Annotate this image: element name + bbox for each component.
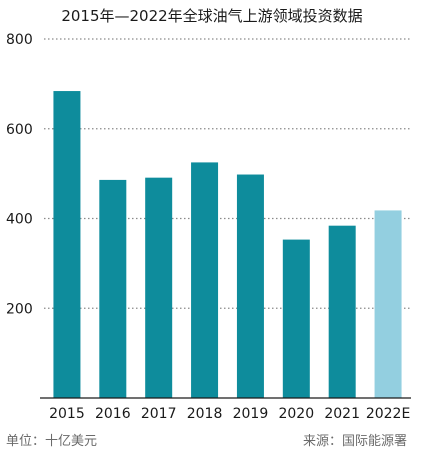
unit-label: 单位：十亿美元 xyxy=(6,434,98,449)
bar-2020 xyxy=(282,239,310,398)
bar-2021 xyxy=(328,225,356,398)
y-tick-label: 800 xyxy=(6,32,33,48)
x-tick-label: 2019 xyxy=(233,406,269,422)
x-tick-label: 2018 xyxy=(187,406,223,422)
bar-2016 xyxy=(99,179,127,398)
bar-2019 xyxy=(236,174,264,398)
x-tick-label: 2017 xyxy=(141,406,177,422)
bar-2018 xyxy=(191,162,219,398)
bar-2022E xyxy=(374,210,402,398)
chart-title: 2015年—2022年全球油气上游领域投资数据 xyxy=(61,7,362,25)
y-tick-label: 600 xyxy=(6,122,33,138)
x-tick-label: 2016 xyxy=(95,406,131,422)
bar-2015 xyxy=(53,91,81,399)
y-tick-label: 400 xyxy=(6,212,33,228)
bar-2017 xyxy=(145,177,173,398)
x-tick-label: 2020 xyxy=(278,406,314,422)
source-label: 来源：国际能源署 xyxy=(302,434,407,449)
y-tick-label: 200 xyxy=(6,301,33,317)
x-tick-label: 2015 xyxy=(49,406,85,422)
x-tick-label: 2022E xyxy=(366,406,410,422)
x-tick-label: 2021 xyxy=(324,406,360,422)
